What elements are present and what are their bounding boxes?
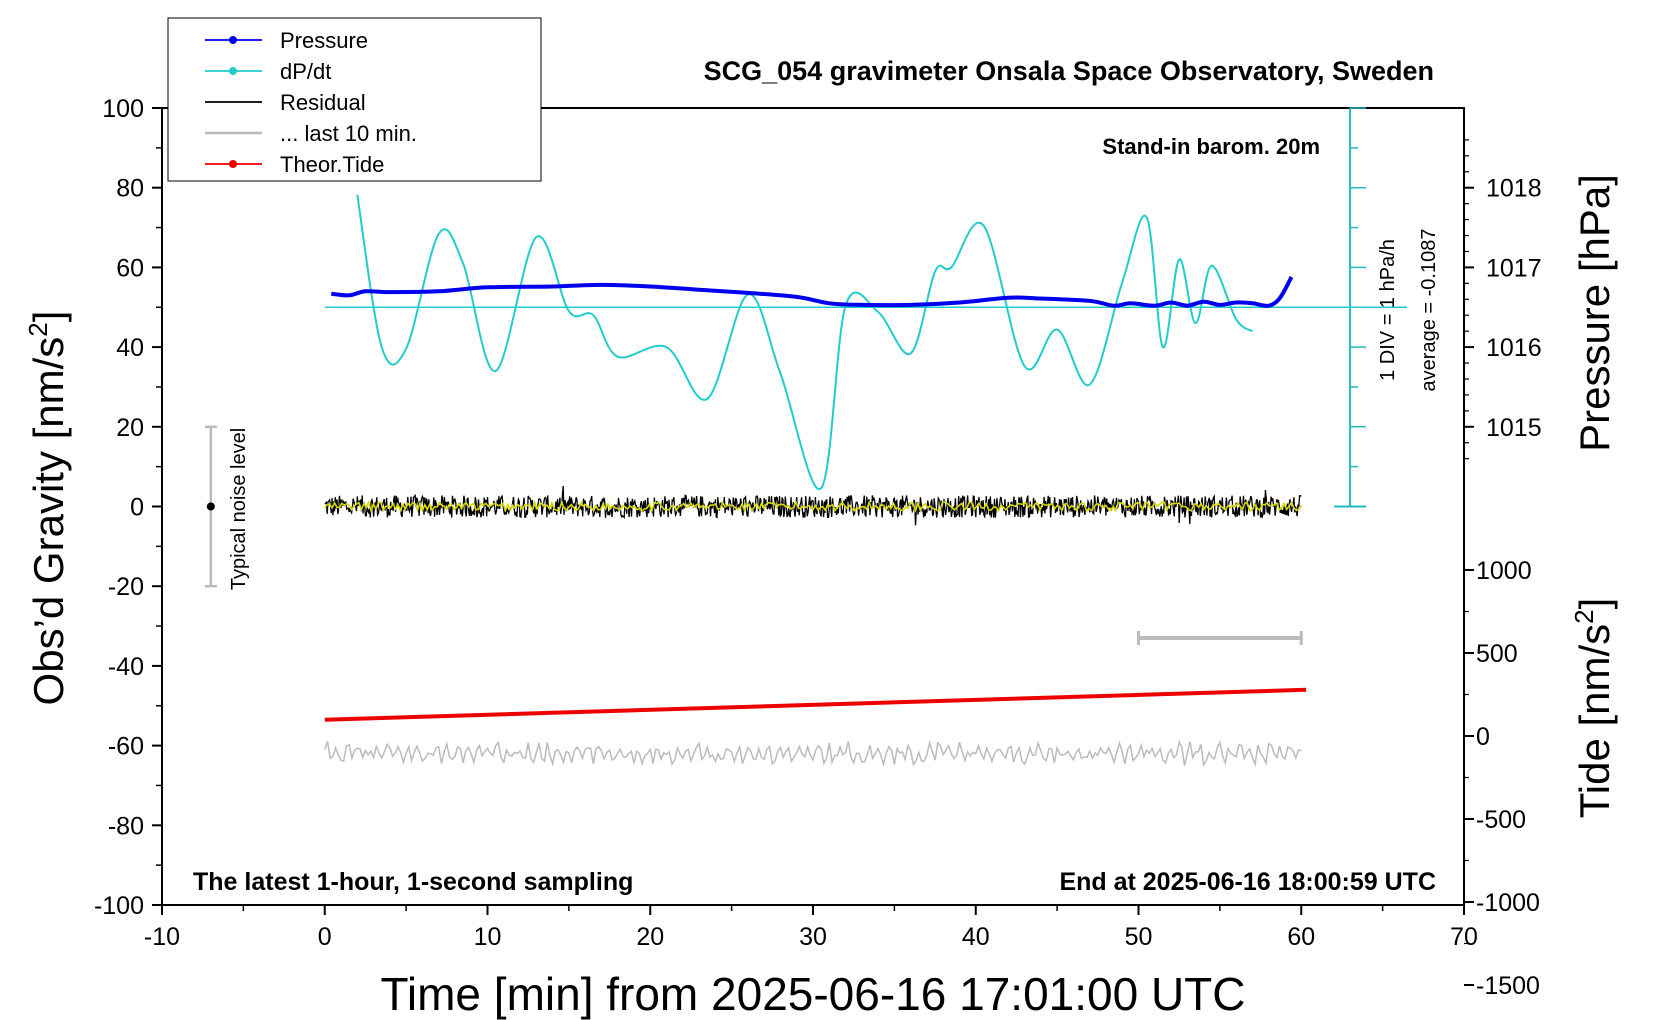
y-tick-label: -40 bbox=[108, 653, 144, 681]
x-tick-label: 20 bbox=[636, 923, 664, 951]
y-tick-label: 40 bbox=[116, 334, 144, 362]
residual-line bbox=[324, 485, 1302, 526]
x-tick-label: 70 bbox=[1450, 923, 1478, 951]
legend-marker bbox=[229, 67, 237, 75]
y-axis-pressure-label: Pressure [hPa] bbox=[1571, 174, 1618, 452]
x-tick-label: 30 bbox=[799, 923, 827, 951]
legend-label: Pressure bbox=[280, 28, 368, 53]
legend-box bbox=[167, 17, 542, 182]
pressure-tick-label: 1016 bbox=[1486, 334, 1542, 362]
legend: Pressure dP/dt Residual ... last 10 min. The… bbox=[167, 17, 542, 182]
y-tick-label: 0 bbox=[130, 494, 144, 522]
y-axis-pressure: 1018 1017 1016 1015 bbox=[1464, 139, 1542, 460]
legend-label: dP/dt bbox=[280, 59, 331, 84]
y-tick-label: -100 bbox=[94, 892, 144, 920]
y-tick-label: 20 bbox=[116, 414, 144, 442]
x-tick-label: 50 bbox=[1125, 923, 1153, 951]
pressure-tick-label: 1017 bbox=[1486, 254, 1542, 282]
y-tick-label: 80 bbox=[116, 175, 144, 203]
x-tick-label: -10 bbox=[144, 923, 180, 951]
x-tick-label: 10 bbox=[474, 923, 502, 951]
y-tick-label: 60 bbox=[116, 254, 144, 282]
pressure-tick-label: 1015 bbox=[1486, 414, 1542, 442]
y-axis-left-label-end: ] bbox=[25, 311, 72, 323]
legend-marker bbox=[229, 160, 237, 168]
sampling-label: The latest 1-hour, 1-second sampling bbox=[193, 868, 633, 896]
barometer-label: Stand-in barom. 20m bbox=[1102, 134, 1320, 159]
x-axis-label: Time [min] from 2025-06-16 17:01:00 UTC bbox=[381, 968, 1246, 1020]
noise-bar-center bbox=[206, 502, 215, 511]
y-axis-tide-label: Tide [nm/s2] bbox=[1569, 598, 1618, 819]
y-tick-label: -60 bbox=[108, 733, 144, 761]
y-axis-left-label-sup: 2 bbox=[23, 322, 53, 336]
tide-line bbox=[324, 687, 1307, 722]
legend-marker bbox=[229, 36, 237, 44]
legend-label: Residual bbox=[280, 90, 366, 115]
chart-title: SCG_054 gravimeter Onsala Space Observat… bbox=[704, 56, 1434, 86]
x-axis: -10 0 10 20 30 40 50 60 70 bbox=[144, 905, 1478, 951]
x-tick-label: 60 bbox=[1287, 923, 1315, 951]
legend-label: ... last 10 min. bbox=[280, 121, 417, 146]
y-axis-left-label: Obs’d Gravity [nm/s2] bbox=[23, 311, 72, 706]
pressure-line bbox=[331, 276, 1294, 308]
tide-tick-label: 500 bbox=[1476, 640, 1518, 668]
pressure-tick-label: 1018 bbox=[1486, 175, 1542, 203]
series-layer bbox=[204, 194, 1408, 768]
x-tick-label: 0 bbox=[318, 923, 332, 951]
average-label: average = -0.1087 bbox=[1418, 229, 1440, 392]
noise-label: Typical noise level bbox=[228, 428, 250, 590]
tide-tick-label: -1500 bbox=[1476, 972, 1540, 1000]
y-axis-tide-label-sup: 2 bbox=[1569, 609, 1599, 623]
tide-tick-label: 0 bbox=[1476, 723, 1490, 751]
div-scale-label: 1 DIV = 1 hPa/h bbox=[1377, 239, 1399, 381]
tide-tick-label: -500 bbox=[1476, 806, 1526, 834]
x-tick-label: 40 bbox=[962, 923, 990, 951]
y-tick-label: 100 bbox=[102, 95, 144, 123]
y-axis-left: 100 80 60 40 20 0 -20 -40 -60 -80 -100 bbox=[94, 95, 162, 920]
y-axis-tide: 1000 500 0 -500 -1000 -1500 bbox=[1464, 557, 1540, 1000]
noise-reference-line bbox=[324, 739, 1302, 768]
y-axis-left-label-main: Obs’d Gravity [nm/s bbox=[25, 337, 72, 706]
tide-tick-label: -1000 bbox=[1476, 889, 1540, 917]
end-time-label: End at 2025-06-16 18:00:59 UTC bbox=[1059, 868, 1436, 896]
residual-smoothed-line bbox=[324, 500, 1302, 514]
y-axis-tide-label-end: ] bbox=[1571, 598, 1618, 610]
y-tick-label: -20 bbox=[108, 573, 144, 601]
legend-label: Theor.Tide bbox=[280, 152, 384, 177]
y-axis-tide-label-main: Tide [nm/s bbox=[1571, 624, 1618, 819]
tide-tick-label: 1000 bbox=[1476, 557, 1532, 585]
y-tick-label: -80 bbox=[108, 812, 144, 840]
